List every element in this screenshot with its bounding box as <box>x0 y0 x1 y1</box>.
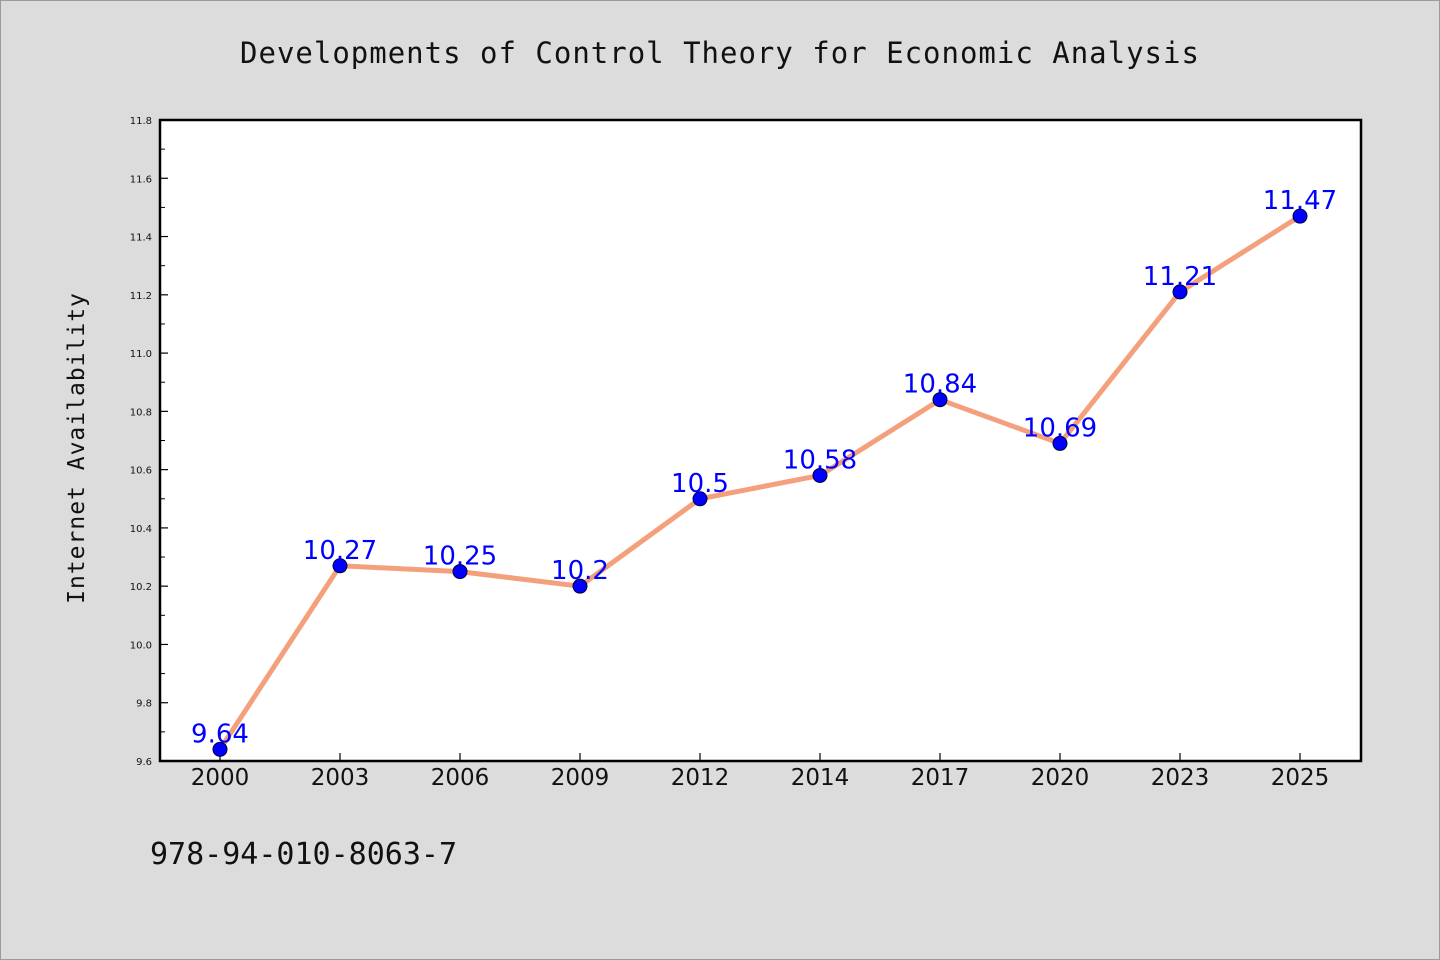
data-point-marker <box>212 741 228 757</box>
y-tick-label: 11.2 <box>130 291 152 302</box>
footer-code: 978-94-010-8063-7 <box>150 837 457 872</box>
data-label: 9.64 <box>191 719 249 749</box>
data-label: 10.58 <box>783 445 857 475</box>
x-axis: 2000 2003 2006 2009 2012 2014 2017 2020 2023 2025 <box>191 753 1330 791</box>
y-axis: 9.6 9.8 10.0 10.2 10.4 10.6 10.8 11.0 11.2 11.4 11… <box>130 116 168 768</box>
x-tick-label: 2006 <box>431 765 490 791</box>
data-label: 11.47 <box>1263 186 1337 216</box>
y-tick-label: 11.6 <box>130 174 152 185</box>
data-point-marker <box>332 558 348 574</box>
data-point-marker <box>812 467 828 483</box>
x-tick-label: 2003 <box>311 765 370 791</box>
series-line <box>217 213 1303 752</box>
x-tick-label: 2023 <box>1151 765 1210 791</box>
y-tick-label: 11.8 <box>130 116 152 127</box>
x-tick-label: 2020 <box>1031 765 1090 791</box>
data-label: 10.25 <box>423 542 497 572</box>
data-point-marker <box>1292 208 1308 224</box>
data-point-marker <box>452 564 468 580</box>
chart-title: Developments of Control Theory for Econo… <box>240 36 1200 70</box>
x-tick-label: 2000 <box>191 765 250 791</box>
plot-area <box>160 120 1361 761</box>
y-tick-label: 9.8 <box>136 699 152 710</box>
x-tick-label: 2017 <box>911 765 970 791</box>
data-label: 11.21 <box>1143 262 1217 292</box>
data-point-marker <box>932 392 948 408</box>
data-point-marker <box>692 491 708 507</box>
y-tick-label: 10.0 <box>130 640 152 651</box>
x-tick-label: 2025 <box>1271 765 1330 791</box>
data-point-marker <box>1052 435 1068 451</box>
x-tick-label: 2009 <box>551 765 610 791</box>
y-tick-label: 10.6 <box>130 466 152 477</box>
y-tick-label: 10.4 <box>130 524 152 535</box>
data-label: 10.2 <box>551 556 609 586</box>
data-label: 10.27 <box>303 536 377 566</box>
x-tick-label: 2014 <box>791 765 850 791</box>
y-tick-label: 9.6 <box>136 757 152 768</box>
x-tick-label: 2012 <box>671 765 730 791</box>
data-label: 10.84 <box>903 370 977 400</box>
series-group: 9.64 10.27 10.25 10.2 10.5 10.58 10.84 10.69 11.… <box>191 186 1337 757</box>
plot-border <box>158 118 1363 763</box>
y-tick-label: 11.0 <box>130 349 152 360</box>
data-point-marker <box>1172 284 1188 300</box>
y-tick-label: 10.2 <box>130 582 152 593</box>
y-tick-label: 10.8 <box>130 407 152 418</box>
data-label: 10.69 <box>1023 413 1097 443</box>
y-axis-label: Internet Availability <box>64 292 90 604</box>
y-tick-label: 11.4 <box>130 233 152 244</box>
data-point-marker <box>572 578 588 594</box>
data-label: 10.5 <box>671 469 729 499</box>
